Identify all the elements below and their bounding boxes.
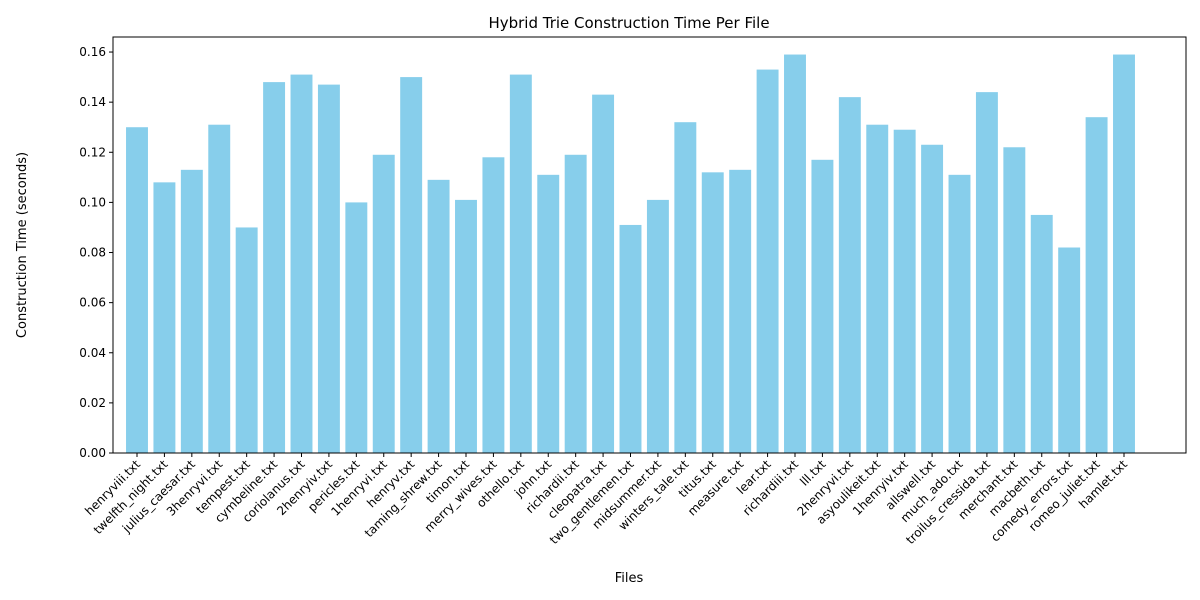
bar [537, 174, 560, 453]
bar [646, 199, 669, 453]
bar [866, 124, 889, 454]
bars-group [126, 54, 1135, 454]
bar [1058, 247, 1081, 453]
bar [208, 124, 231, 454]
bar [263, 82, 286, 454]
bar [126, 127, 148, 453]
chart-title: Hybrid Trie Construction Time Per File [488, 14, 769, 32]
bar [290, 74, 313, 453]
bar [893, 129, 916, 453]
bar [838, 97, 861, 453]
x-axis-title: Files [615, 571, 644, 586]
bar [674, 122, 697, 453]
bar [701, 172, 724, 453]
y-tick-label: 0.12 [79, 145, 106, 159]
y-tick-label: 0.10 [79, 195, 106, 209]
y-tick-label: 0.14 [79, 95, 106, 109]
y-tick-label: 0.00 [79, 446, 106, 460]
bar [1003, 147, 1026, 453]
y-tick-label: 0.08 [79, 246, 106, 260]
bar [811, 159, 834, 454]
bar [948, 174, 971, 453]
bar [1085, 117, 1108, 453]
bar [564, 154, 587, 453]
bar [153, 182, 176, 453]
bar [729, 169, 752, 453]
bar [921, 144, 944, 453]
bar [317, 84, 340, 454]
bar [372, 154, 395, 453]
bar [784, 54, 806, 453]
bar [756, 69, 779, 453]
x-axis-ticks: henryviii.txttwelfth_night.txtjulius_cae… [82, 453, 1130, 547]
bar [509, 74, 532, 453]
y-tick-label: 0.16 [79, 45, 106, 59]
y-axis-ticks: 0.00 0.02 0.04 0.06 0.08 0.10 0.12 0.14 0.16 [79, 45, 113, 460]
bar [345, 202, 368, 453]
y-tick-label: 0.02 [79, 396, 106, 410]
y-tick-label: 0.04 [79, 346, 106, 360]
bar [427, 179, 450, 453]
bar [1113, 54, 1135, 453]
plot-frame [112, 36, 1187, 454]
bar [1030, 214, 1053, 453]
bar [400, 77, 423, 453]
bar [235, 227, 258, 453]
bar [592, 94, 615, 453]
y-tick-label: 0.06 [79, 296, 106, 310]
y-axis-title: Construction Time (seconds) [15, 152, 30, 338]
bar [180, 169, 203, 453]
bar [975, 92, 998, 453]
bar [482, 157, 505, 454]
bar [619, 224, 642, 453]
bar [455, 199, 477, 453]
